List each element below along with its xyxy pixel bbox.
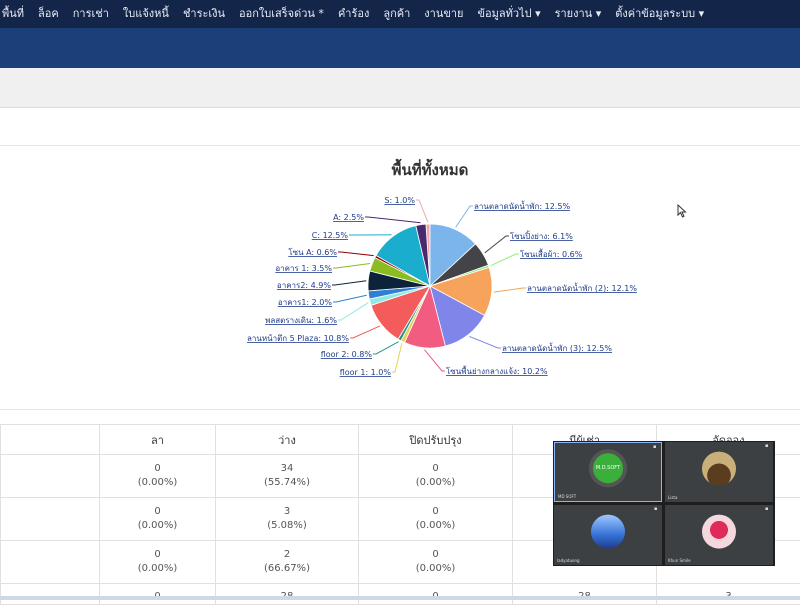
pie-label: ลานตลาดนัดน้ำพัก (2): 12.1%	[527, 282, 637, 293]
pie-label: โซน A: 0.6%	[288, 247, 337, 257]
header-cell: ปิดปรับปรุง	[359, 425, 513, 455]
header-band	[0, 28, 800, 68]
nav-item-payment[interactable]: ชำระเงิน	[176, 0, 232, 28]
pie-connector	[494, 288, 526, 292]
top-navigation: พื้นที่ ล็อค การเช่า ใบแจ้งหนี้ ชำระเงิน…	[0, 0, 800, 28]
nav-item-area[interactable]: พื้นที่	[0, 0, 31, 28]
video-tile[interactable]: M.D.SOFT ▪ MD SOFT	[554, 442, 662, 502]
pie-label: อาคาร2: 4.9%	[277, 281, 331, 290]
table-cell: 0 (0.00%)	[100, 541, 216, 584]
pie-label: พลสตรางเดิน: 1.6%	[265, 316, 337, 325]
avatar: M.D.SOFT	[589, 449, 627, 487]
chart-title: พื้นที่ทั้งหมด	[0, 158, 800, 182]
participant-name: Khun Smile	[668, 558, 691, 563]
header-cell: ว่าง	[216, 425, 359, 455]
pie-label: floor 2: 0.8%	[321, 350, 373, 359]
mic-icon: ▪	[765, 507, 770, 512]
video-tile[interactable]: ▪ ladyatuong	[554, 505, 662, 565]
mic-icon: ▪	[653, 445, 658, 450]
pie-connector	[332, 281, 366, 285]
participant-name: ladyatuong	[557, 558, 580, 563]
pie-label: โซนปิ้งย่าง: 6.1%	[510, 230, 573, 241]
table-cell: 3 (5.08%)	[216, 498, 359, 541]
pie-label: ลานตลาดนัดน้ำพัก: 12.5%	[474, 200, 570, 211]
pie-label: ลานตลาดนัดน้ำพัก (3): 12.5%	[502, 342, 612, 353]
pie-connector	[425, 350, 445, 371]
pie-label: โซนเสื้อผ้า: 0.6%	[520, 248, 583, 259]
avatar	[702, 515, 736, 549]
table-cell: 28	[216, 584, 359, 605]
pie-label: โซนพื้นย่างกลางแจ้ง: 10.2%	[446, 365, 548, 376]
table-row: 0280283	[1, 584, 800, 605]
bottom-divider	[0, 596, 800, 600]
nav-item-sales[interactable]: งานขาย	[417, 0, 470, 28]
table-cell: 28	[513, 584, 657, 605]
header-cell	[1, 425, 100, 455]
pie-connector	[491, 254, 519, 266]
video-tile[interactable]: ▪ Lista	[665, 442, 773, 502]
table-cell: 2 (66.67%)	[216, 541, 359, 584]
nav-item-lock[interactable]: ล็อค	[31, 0, 66, 28]
table-cell	[1, 455, 100, 498]
pie-connector	[469, 336, 501, 348]
table-cell: 0	[359, 584, 513, 605]
pie-connector	[456, 206, 473, 227]
pie-label: C: 12.5%	[312, 231, 349, 240]
mic-icon: ▪	[654, 507, 659, 512]
nav-item-report[interactable]: รายงาน ▾	[548, 0, 609, 28]
pie-connector	[333, 295, 367, 302]
video-tile[interactable]: ▪ Khun Smile	[665, 505, 773, 565]
toolbar-strip	[0, 68, 800, 108]
nav-item-general-info[interactable]: ข้อมูลทั่วไป ▾	[471, 0, 548, 28]
pie-label: A: 2.5%	[333, 213, 364, 222]
pie-label: ลานหน้าตึก 5 Plaza: 10.8%	[247, 334, 349, 343]
pie-connector	[392, 343, 402, 372]
table-cell: 0 (0.00%)	[359, 498, 513, 541]
avatar-text: M.D.SOFT	[593, 465, 623, 471]
table-cell: 34 (55.74%)	[216, 455, 359, 498]
avatar	[591, 515, 625, 549]
avatar	[702, 452, 736, 486]
mouse-cursor-icon	[677, 204, 687, 218]
participant-name: MD SOFT	[558, 494, 576, 499]
table-cell: 0 (0.00%)	[100, 455, 216, 498]
pie-connector	[416, 200, 428, 222]
table-cell	[1, 498, 100, 541]
pie-connector	[485, 236, 509, 253]
table-cell: 3	[657, 584, 800, 605]
mic-icon: ▪	[765, 444, 770, 449]
pie-label: อาคาร1: 2.0%	[278, 298, 332, 307]
pie-connector	[333, 263, 370, 268]
participant-name: Lista	[668, 495, 677, 500]
table-cell: 0 (0.00%)	[100, 498, 216, 541]
nav-item-settings[interactable]: ตั้งค่าข้อมูลระบบ ▾	[608, 0, 711, 28]
pie-connector	[373, 342, 398, 354]
pie-connector	[338, 252, 374, 256]
table-cell: 0	[100, 584, 216, 605]
table-cell: 0 (0.00%)	[359, 455, 513, 498]
pie-label: อาคาร 1: 3.5%	[275, 264, 332, 273]
pie-label: floor 1: 1.0%	[340, 368, 392, 377]
pie-connector	[365, 217, 421, 223]
nav-item-request[interactable]: คำร้อง	[331, 0, 376, 28]
nav-item-quick-receipt[interactable]: ออกใบเสร็จด่วน *	[232, 0, 331, 28]
pie-connector	[338, 303, 368, 320]
pie-connector	[350, 326, 380, 338]
nav-item-rental[interactable]: การเช่า	[66, 0, 116, 28]
nav-item-customer[interactable]: ลูกค้า	[376, 0, 417, 28]
table-cell	[1, 584, 100, 605]
pie-label: S: 1.0%	[384, 196, 415, 205]
table-cell: 0 (0.00%)	[359, 541, 513, 584]
nav-item-invoice[interactable]: ใบแจ้งหนี้	[116, 0, 176, 28]
header-cell: ลา	[100, 425, 216, 455]
video-call-overlay: M.D.SOFT ▪ MD SOFT ▪ Lista ▪ ladyatuong …	[553, 441, 775, 566]
table-cell	[1, 541, 100, 584]
